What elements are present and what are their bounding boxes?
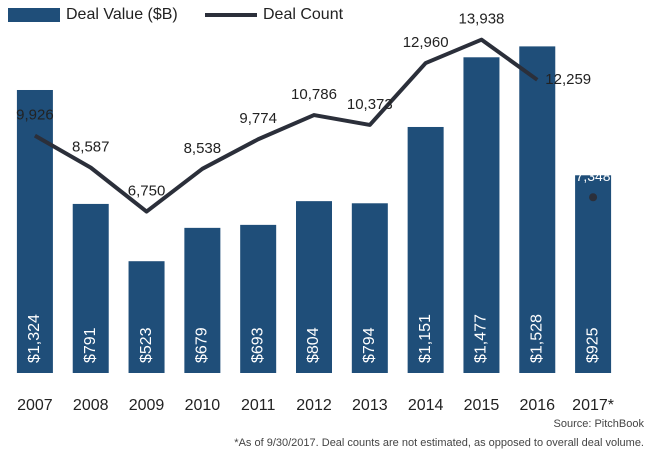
x-tick-label: 2010 <box>185 397 221 414</box>
bar <box>463 57 500 373</box>
bar-value-label: $1,528 <box>528 314 545 363</box>
line-value-label: 12,960 <box>403 34 449 51</box>
x-tick-label: 2009 <box>129 397 165 414</box>
x-tick-label: 2016 <box>519 397 555 414</box>
x-tick-label: 2015 <box>464 397 500 414</box>
bar <box>519 46 556 373</box>
bar-value-label: $1,151 <box>417 314 434 363</box>
bar-value-label: $1,324 <box>26 314 43 363</box>
bar <box>72 203 109 373</box>
line-value-label: 13,938 <box>459 11 505 28</box>
line-value-label: 8,587 <box>72 139 110 156</box>
line-value-label: 8,538 <box>184 140 222 157</box>
bar-value-label: $791 <box>82 327 99 363</box>
x-tick-label: 2013 <box>352 397 388 414</box>
bar-value-label: $679 <box>194 327 211 363</box>
bar <box>351 203 388 373</box>
bar <box>407 126 444 373</box>
source: Source: PitchBook <box>554 418 645 430</box>
x-tick-label: 2007 <box>17 397 53 414</box>
line-value-label: 6,750 <box>128 183 166 200</box>
line <box>33 37 539 214</box>
bar <box>575 175 612 373</box>
line-value-label: 9,926 <box>16 107 54 124</box>
legend-label: Deal Value ($B) <box>66 6 178 23</box>
x-tick-label: 2008 <box>73 397 109 414</box>
bar <box>184 227 221 373</box>
x-tick-label: 2017* <box>572 397 614 414</box>
line-value-label: 12,259 <box>545 71 591 88</box>
line-value-label: 10,786 <box>291 86 337 103</box>
bar-value-label: $794 <box>361 327 378 363</box>
x-tick-label: 2012 <box>296 397 332 414</box>
bar <box>128 261 165 373</box>
line-value-label: 9,774 <box>239 110 277 127</box>
x-tick-label: 2011 <box>241 397 276 414</box>
bar <box>240 224 277 373</box>
legend-label: Deal Count <box>263 6 344 23</box>
legend-swatch <box>8 8 60 22</box>
line-value-label: 10,373 <box>347 96 393 113</box>
bar-value-label: $523 <box>138 327 155 363</box>
bar-value-label: $804 <box>305 327 322 363</box>
x-tick-label: 2014 <box>408 397 444 414</box>
line-value-label: 7,348 <box>576 168 611 184</box>
line-point <box>589 193 598 202</box>
bar-value-label: $1,477 <box>473 314 490 363</box>
footnote: *As of 9/30/2017. Deal counts are not es… <box>234 437 644 449</box>
bar-value-label: $693 <box>249 327 266 363</box>
bar-value-label: $925 <box>584 327 601 363</box>
bar <box>296 201 332 373</box>
